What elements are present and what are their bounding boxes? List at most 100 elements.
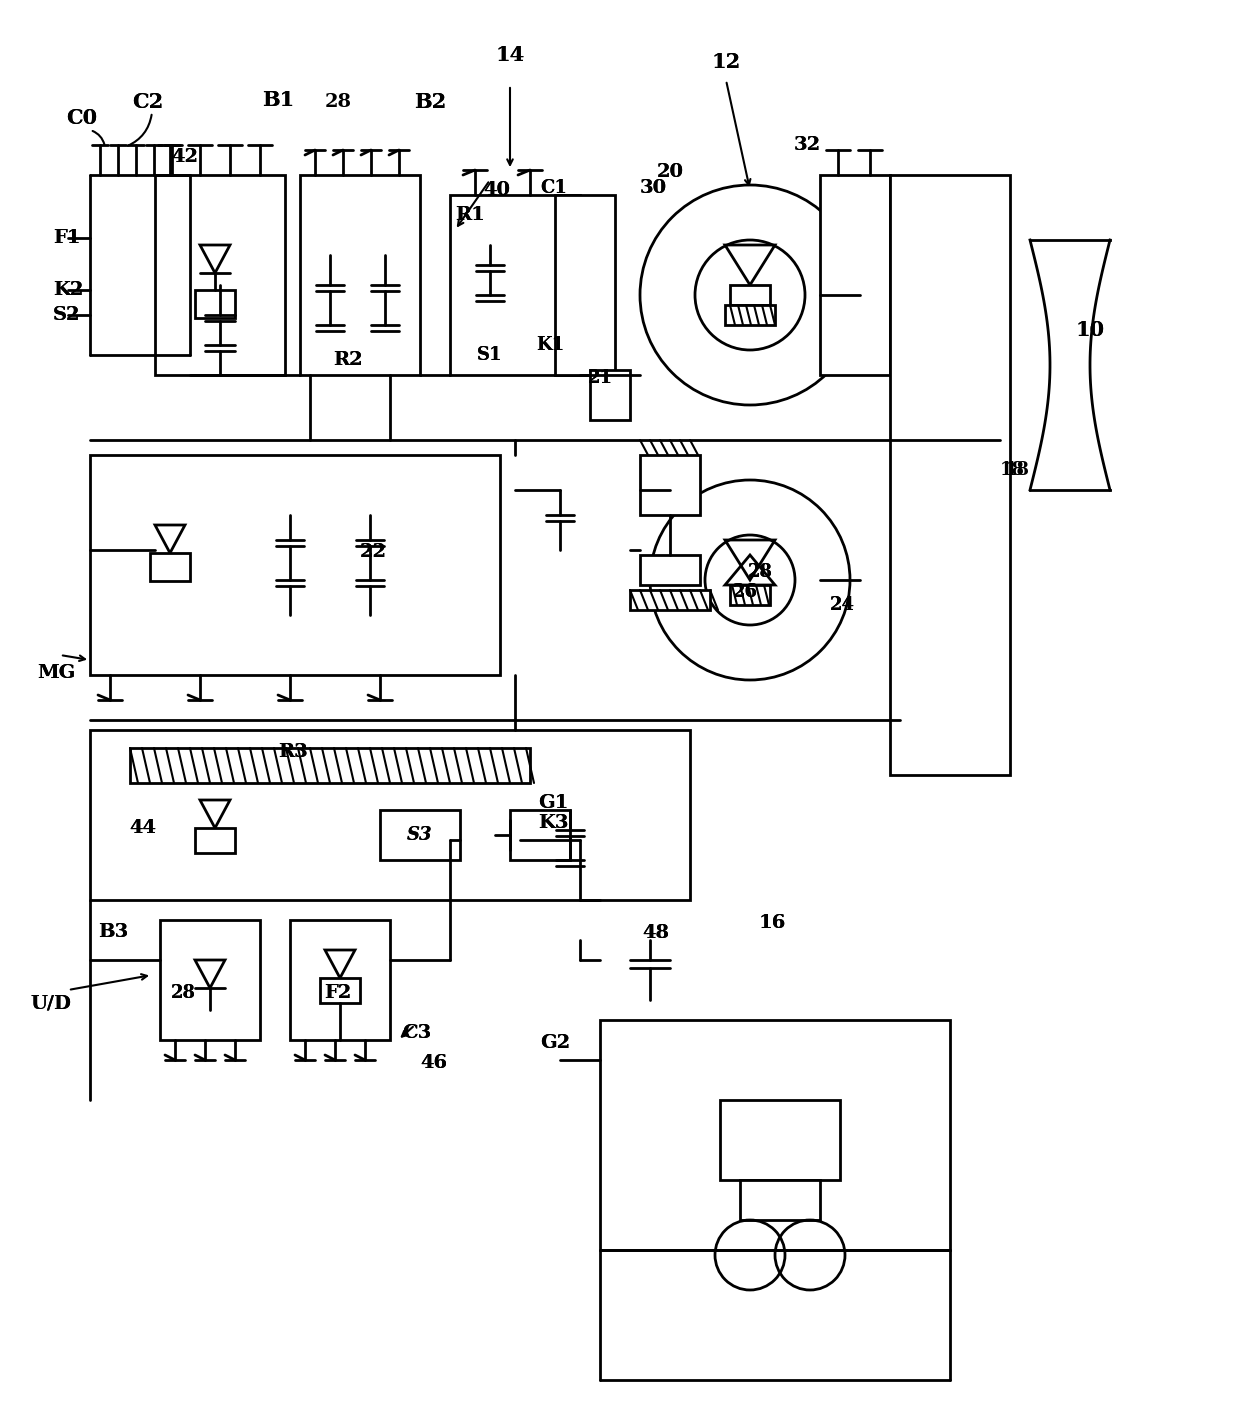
Text: F2: F2 [325,984,352,1003]
Text: 14: 14 [495,45,525,65]
Text: R2: R2 [334,351,363,370]
Text: C1: C1 [541,178,568,197]
Bar [300,176,420,375]
Text: F1: F1 [53,229,81,246]
Bar [720,1100,839,1180]
Text: C0: C0 [67,108,98,127]
Text: G1: G1 [538,794,568,811]
Text: 46: 46 [420,1054,448,1072]
Text: 28: 28 [171,984,196,1003]
Text: S2: S2 [53,306,81,324]
Text: U/D: U/D [30,994,71,1012]
Bar [730,585,770,605]
Text: R3: R3 [278,743,308,760]
Bar [510,810,570,860]
Bar [290,920,391,1039]
Bar [150,554,190,581]
Text: 21: 21 [588,370,613,387]
Text: C1: C1 [541,178,568,197]
Text: 26: 26 [733,583,758,600]
Bar [155,176,285,375]
Text: K1: K1 [536,336,564,354]
Bar [600,1020,950,1250]
Bar [640,555,701,585]
Bar [590,370,630,421]
Text: 28: 28 [748,564,773,581]
Text: C0: C0 [67,108,98,127]
Bar [379,810,460,860]
Text: F1: F1 [53,229,81,246]
Text: 32: 32 [794,136,821,154]
Text: G1: G1 [538,794,568,811]
Bar [91,455,500,675]
Text: S3: S3 [407,826,433,844]
Text: B2: B2 [414,92,446,112]
Text: C3: C3 [402,1024,432,1042]
Text: 28: 28 [171,984,196,1003]
Text: R3: R3 [278,743,308,760]
Text: 46: 46 [420,1054,448,1072]
Text: 22: 22 [360,542,387,561]
Bar [740,1180,820,1221]
Bar [556,195,615,375]
Text: G2: G2 [539,1034,570,1052]
Bar [730,285,770,304]
Bar [195,290,236,319]
Text: 26: 26 [733,583,758,600]
Text: B2: B2 [414,92,446,112]
Text: S2: S2 [53,306,81,324]
Text: K3: K3 [538,814,568,833]
Text: 20: 20 [656,163,683,181]
Text: 44: 44 [129,818,156,837]
Text: 12: 12 [712,52,740,72]
Text: MG: MG [37,664,76,683]
Bar [820,176,890,375]
Text: K3: K3 [538,814,568,833]
Text: 16: 16 [759,913,786,932]
Text: B3: B3 [98,923,128,942]
Text: 10: 10 [1075,320,1105,340]
Text: K2: K2 [53,280,83,299]
Bar [160,920,260,1039]
Text: 21: 21 [588,370,613,387]
Text: K1: K1 [536,336,564,354]
Text: 18: 18 [999,462,1025,479]
Text: 30: 30 [640,178,667,197]
Polygon shape [155,525,185,554]
Text: R1: R1 [455,205,485,224]
Text: G2: G2 [539,1034,570,1052]
Text: 32: 32 [794,136,821,154]
Text: 24: 24 [830,596,854,615]
Text: 48: 48 [642,925,670,942]
Text: 28: 28 [325,93,351,110]
Text: B1: B1 [262,91,294,110]
Bar [195,828,236,852]
Text: 24: 24 [830,596,854,615]
Text: B3: B3 [98,923,128,942]
Text: 42: 42 [171,149,198,166]
Text: C2: C2 [133,92,164,112]
Bar [130,748,529,783]
Text: K2: K2 [53,280,83,299]
Text: S3: S3 [407,826,433,844]
Text: S1: S1 [477,346,502,364]
Text: 18: 18 [1004,462,1030,479]
Text: C3: C3 [402,1024,432,1042]
Text: U/D: U/D [30,994,71,1012]
Text: 14: 14 [495,45,525,65]
Text: 28: 28 [748,564,773,581]
Text: C2: C2 [133,92,164,112]
Bar [890,176,1011,775]
Text: 20: 20 [656,163,683,181]
Bar [640,455,701,515]
Text: 42: 42 [171,149,198,166]
Text: 44: 44 [129,818,156,837]
Bar [630,590,711,610]
Text: 22: 22 [360,542,387,561]
Text: 40: 40 [484,181,511,200]
Bar [91,731,689,901]
Text: R2: R2 [334,351,363,370]
Text: B1: B1 [262,91,294,110]
Text: S1: S1 [477,346,502,364]
Text: 12: 12 [712,52,740,72]
